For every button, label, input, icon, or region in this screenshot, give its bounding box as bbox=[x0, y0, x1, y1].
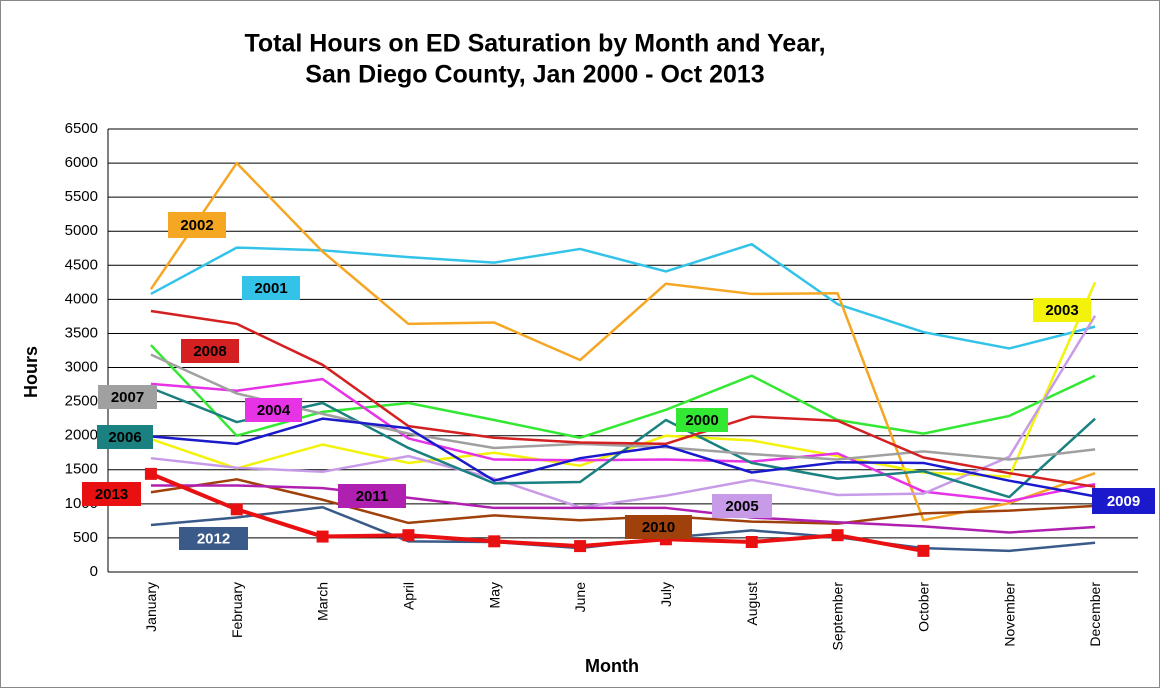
x-tick-label: December bbox=[1087, 582, 1103, 647]
point-marker bbox=[316, 530, 329, 543]
series-tag: 2004 bbox=[245, 398, 302, 422]
tag-box bbox=[625, 515, 692, 539]
y-tick-label: 2000 bbox=[65, 427, 98, 444]
point-marker bbox=[488, 535, 501, 548]
tag-box bbox=[82, 482, 141, 506]
x-tick-label: October bbox=[915, 582, 931, 632]
series-line bbox=[150, 344, 1096, 439]
x-tick-label: July bbox=[658, 582, 674, 607]
series-tag: 2003 bbox=[1033, 298, 1091, 322]
series-line bbox=[150, 472, 924, 553]
x-tick-label: February bbox=[229, 582, 245, 638]
series-tag: 2013 bbox=[82, 482, 141, 506]
series-line bbox=[150, 315, 1097, 509]
tag-box bbox=[1033, 298, 1091, 322]
x-tick-label: January bbox=[143, 582, 159, 632]
series-tag: 2000 bbox=[676, 408, 728, 432]
legend-label: 2005 bbox=[725, 498, 758, 515]
series-line bbox=[150, 242, 1096, 350]
x-tick-label: April bbox=[400, 582, 416, 610]
point-marker bbox=[574, 540, 587, 553]
series-line bbox=[150, 353, 1096, 461]
x-tick-label: June bbox=[572, 582, 588, 613]
tag-box bbox=[712, 494, 772, 518]
chart-title: San Diego County, Jan 2000 - Oct 2013 bbox=[305, 61, 764, 89]
series-tag: 2008 bbox=[181, 339, 239, 363]
y-tick-label: 5500 bbox=[65, 188, 98, 205]
y-tick-label: 6500 bbox=[65, 120, 98, 137]
legend-label: 2008 bbox=[193, 343, 226, 360]
point-marker bbox=[144, 467, 157, 480]
point-marker bbox=[745, 536, 758, 549]
legend-label: 2006 bbox=[108, 429, 141, 446]
series-line bbox=[150, 484, 1096, 534]
tag-box bbox=[1092, 488, 1155, 514]
legend-label: 2001 bbox=[254, 280, 287, 297]
x-tick-label: May bbox=[486, 582, 502, 608]
y-tick-label: 1500 bbox=[65, 461, 98, 478]
point-marker bbox=[917, 544, 930, 557]
series-line bbox=[149, 161, 1096, 522]
legend-label: 2002 bbox=[180, 217, 213, 234]
x-tick-label: November bbox=[1001, 582, 1017, 647]
x-axis-title: Month bbox=[585, 656, 639, 676]
legend-label: 2010 bbox=[642, 519, 675, 536]
x-tick-label: March bbox=[315, 582, 331, 621]
legend-label: 2013 bbox=[95, 486, 128, 503]
series-line bbox=[150, 309, 1096, 489]
tag-box bbox=[245, 398, 302, 422]
series-tag: 2005 bbox=[712, 494, 772, 518]
y-tick-label: 4000 bbox=[65, 290, 98, 307]
series-tag: 2007 bbox=[98, 385, 157, 409]
series-tag: 2006 bbox=[97, 425, 153, 449]
legend-label: 2012 bbox=[197, 530, 230, 547]
series-tag: 2009 bbox=[1092, 488, 1155, 514]
legend-label: 2009 bbox=[1107, 493, 1140, 510]
tag-box bbox=[97, 425, 153, 449]
legend-label: 2003 bbox=[1045, 302, 1078, 319]
series-tag: 2011 bbox=[338, 484, 406, 508]
tag-box bbox=[168, 212, 226, 238]
y-tick-label: 4500 bbox=[65, 256, 98, 273]
point-marker bbox=[831, 529, 844, 542]
tag-box bbox=[242, 276, 300, 300]
legend-label: 2011 bbox=[356, 488, 389, 505]
legend-label: 2000 bbox=[685, 412, 718, 429]
series-line bbox=[150, 478, 1096, 525]
tag-box bbox=[98, 385, 157, 409]
y-tick-label: 3000 bbox=[65, 359, 98, 376]
series-line bbox=[150, 417, 1096, 498]
y-tick-label: 0 bbox=[90, 563, 98, 580]
tag-box bbox=[676, 408, 728, 432]
series-tag: 2012 bbox=[179, 527, 248, 550]
tag-box bbox=[179, 527, 248, 550]
tag-box bbox=[338, 484, 406, 508]
y-axis-title: Hours bbox=[21, 346, 41, 398]
series-tag: 2010 bbox=[625, 515, 692, 539]
y-tick-label: 3500 bbox=[65, 324, 98, 341]
legend-label: 2004 bbox=[257, 402, 291, 419]
series-line bbox=[150, 377, 1096, 503]
series-tag: 2001 bbox=[242, 276, 300, 300]
y-tick-label: 2500 bbox=[65, 393, 98, 410]
tag-box bbox=[181, 339, 239, 363]
x-tick-label: August bbox=[744, 582, 760, 626]
y-tick-label: 500 bbox=[73, 529, 98, 546]
point-marker bbox=[402, 529, 415, 542]
series-tag: 2002 bbox=[168, 212, 226, 238]
chart-title: Total Hours on ED Saturation by Month an… bbox=[244, 30, 825, 58]
x-tick-label: September bbox=[830, 582, 846, 651]
y-tick-label: 6000 bbox=[65, 154, 98, 171]
point-marker bbox=[230, 503, 243, 516]
legend-label: 2007 bbox=[111, 389, 144, 406]
y-tick-label: 5000 bbox=[65, 222, 98, 239]
